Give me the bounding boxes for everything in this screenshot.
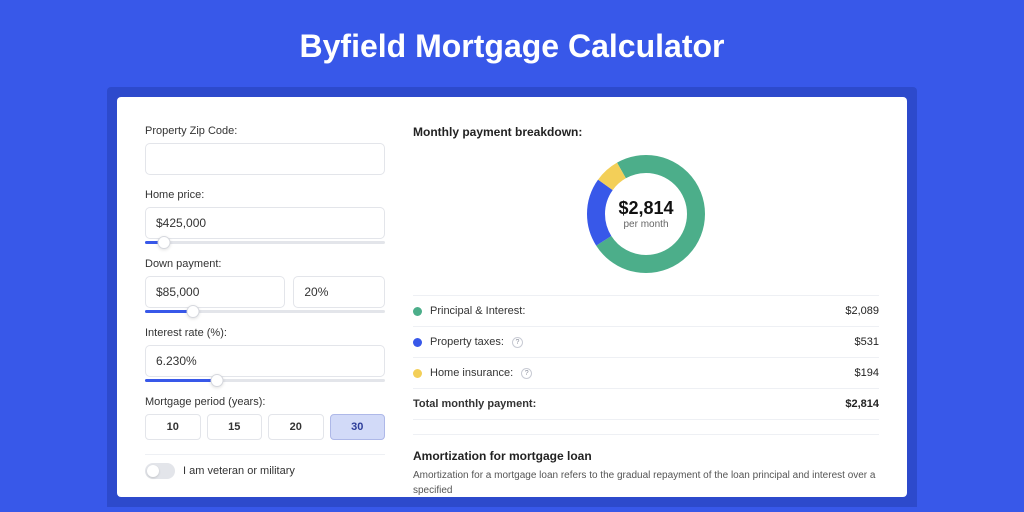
interest-rate-label: Interest rate (%): <box>145 327 385 339</box>
breakdown-item-label: Home insurance: <box>430 367 513 379</box>
form-column: Property Zip Code: Home price: Down paym… <box>145 125 385 497</box>
calculator-card-outer: Property Zip Code: Home price: Down paym… <box>107 87 917 507</box>
home-price-input[interactable] <box>145 207 385 239</box>
breakdown-item: Principal & Interest: $2,089 <box>413 296 879 327</box>
help-icon[interactable]: ? <box>512 337 523 348</box>
interest-rate-slider[interactable] <box>145 379 385 382</box>
home-price-field-group: Home price: <box>145 189 385 244</box>
zip-input[interactable] <box>145 143 385 175</box>
calculator-card: Property Zip Code: Home price: Down paym… <box>117 97 907 497</box>
mortgage-period-label: Mortgage period (years): <box>145 396 385 408</box>
home-price-slider[interactable] <box>145 241 385 244</box>
donut-chart-area: $2,814 per month <box>413 149 879 279</box>
down-payment-slider[interactable] <box>145 310 385 313</box>
down-payment-label: Down payment: <box>145 258 385 270</box>
amortization-title: Amortization for mortgage loan <box>413 434 879 463</box>
donut-chart: $2,814 per month <box>581 149 711 279</box>
veteran-toggle-label: I am veteran or military <box>183 465 295 477</box>
zip-label: Property Zip Code: <box>145 125 385 137</box>
down-payment-amount-input[interactable] <box>145 276 285 308</box>
mortgage-period-option-15[interactable]: 15 <box>207 414 263 440</box>
breakdown-column: Monthly payment breakdown: $2,814 per mo… <box>413 125 879 497</box>
mortgage-period-field-group: Mortgage period (years): 10152030 <box>145 396 385 440</box>
breakdown-total-label: Total monthly payment: <box>413 398 536 410</box>
help-icon[interactable]: ? <box>521 368 532 379</box>
amortization-text: Amortization for a mortgage loan refers … <box>413 469 879 497</box>
mortgage-period-options: 10152030 <box>145 414 385 440</box>
veteran-toggle[interactable] <box>145 463 175 479</box>
legend-dot <box>413 307 422 316</box>
breakdown-item-amount: $194 <box>855 367 879 379</box>
breakdown-total-row: Total monthly payment: $2,814 <box>413 389 879 420</box>
legend-dot <box>413 338 422 347</box>
breakdown-total-amount: $2,814 <box>845 398 879 410</box>
down-payment-field-group: Down payment: <box>145 258 385 313</box>
page-title: Byfield Mortgage Calculator <box>0 0 1024 87</box>
mortgage-period-option-20[interactable]: 20 <box>268 414 324 440</box>
mortgage-period-option-30[interactable]: 30 <box>330 414 386 440</box>
interest-rate-input[interactable] <box>145 345 385 377</box>
breakdown-item: Home insurance:? $194 <box>413 358 879 389</box>
breakdown-title: Monthly payment breakdown: <box>413 125 879 139</box>
donut-center-amount: $2,814 <box>618 198 673 219</box>
breakdown-item: Property taxes:? $531 <box>413 327 879 358</box>
home-price-label: Home price: <box>145 189 385 201</box>
breakdown-item-amount: $531 <box>855 336 879 348</box>
breakdown-item-amount: $2,089 <box>845 305 879 317</box>
donut-center-sub: per month <box>623 219 668 230</box>
down-payment-percent-input[interactable] <box>293 276 385 308</box>
zip-field-group: Property Zip Code: <box>145 125 385 175</box>
interest-rate-field-group: Interest rate (%): <box>145 327 385 382</box>
breakdown-item-label: Property taxes: <box>430 336 504 348</box>
mortgage-period-option-10[interactable]: 10 <box>145 414 201 440</box>
breakdown-item-label: Principal & Interest: <box>430 305 525 317</box>
legend-dot <box>413 369 422 378</box>
breakdown-line-items: Principal & Interest: $2,089 Property taxe… <box>413 295 879 420</box>
veteran-toggle-row: I am veteran or military <box>145 454 385 479</box>
